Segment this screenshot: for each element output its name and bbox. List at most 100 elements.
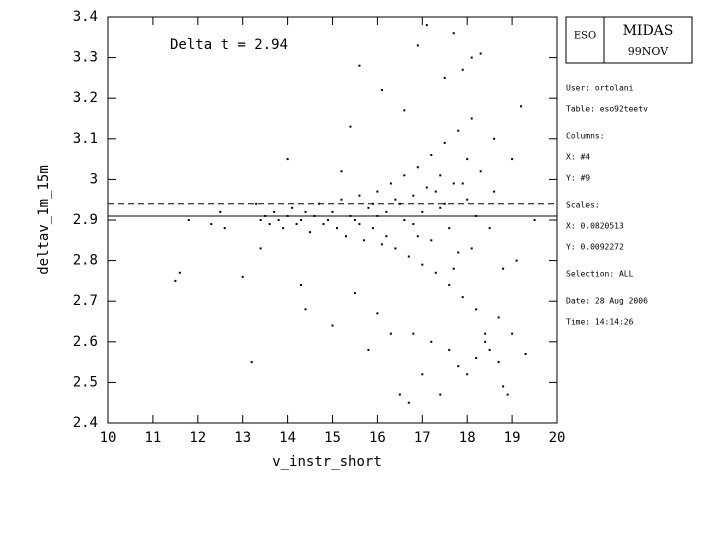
info-line: Scales: [566, 201, 600, 210]
point [466, 198, 469, 201]
point [479, 52, 482, 55]
point [367, 348, 370, 351]
point [452, 267, 455, 270]
point [335, 227, 338, 230]
point [484, 340, 487, 343]
point [457, 365, 460, 368]
point [439, 393, 442, 396]
point [264, 214, 267, 217]
point [470, 56, 473, 59]
point [362, 239, 365, 242]
point [403, 219, 406, 221]
y-tick-label: 3.2 [73, 90, 98, 106]
point [479, 170, 482, 173]
point [488, 348, 491, 351]
point [515, 259, 518, 262]
x-axis-label: v_instr_short [272, 454, 382, 470]
y-tick-label: 2.5 [73, 374, 98, 390]
point [457, 129, 460, 132]
x-tick-label: 13 [234, 430, 251, 446]
point [412, 223, 415, 226]
point [371, 202, 374, 205]
x-tick-label: 16 [369, 430, 386, 446]
point [421, 373, 424, 376]
point [286, 214, 289, 217]
point [255, 202, 258, 205]
point [353, 292, 356, 295]
point [511, 158, 514, 161]
point [439, 174, 442, 177]
point [443, 202, 446, 205]
point [448, 348, 451, 351]
point [322, 223, 325, 226]
point [470, 247, 473, 250]
point [439, 206, 442, 209]
point [430, 340, 433, 343]
point [416, 44, 419, 47]
point [313, 214, 316, 217]
point [358, 64, 361, 67]
point [277, 219, 280, 221]
point [389, 332, 392, 335]
x-tick-label: 12 [189, 430, 206, 446]
point [268, 223, 271, 226]
point [340, 198, 343, 201]
point [434, 271, 437, 274]
system-name: MIDAS [623, 23, 674, 39]
point [331, 210, 334, 213]
point [493, 137, 496, 140]
x-tick-label: 17 [414, 430, 431, 446]
point [358, 194, 361, 197]
point [376, 312, 379, 315]
x-tick-label: 20 [549, 430, 566, 446]
point [300, 219, 303, 221]
point [403, 174, 406, 177]
point [300, 283, 303, 286]
point [466, 158, 469, 161]
point [389, 182, 392, 185]
point [412, 194, 415, 197]
point [385, 235, 388, 238]
point [416, 166, 419, 169]
point [421, 263, 424, 266]
point [511, 332, 514, 335]
point [430, 239, 433, 242]
info-line: Time: 14:14:26 [566, 318, 634, 327]
point [178, 271, 181, 274]
point [502, 267, 505, 270]
point [452, 182, 455, 185]
point [304, 210, 307, 213]
point [425, 186, 428, 189]
x-tick-label: 10 [100, 430, 117, 446]
point [174, 279, 177, 282]
y-tick-label: 3.3 [73, 50, 98, 66]
point [291, 206, 294, 209]
point [327, 219, 330, 221]
point [353, 219, 356, 221]
point [475, 357, 478, 360]
point [457, 251, 460, 254]
y-tick-label: 3.4 [73, 9, 98, 25]
point [344, 235, 347, 238]
point [309, 231, 312, 234]
logo: ESO [574, 31, 596, 42]
point [506, 393, 509, 396]
point [282, 227, 285, 230]
point [340, 170, 343, 173]
point [520, 105, 523, 108]
point [475, 308, 478, 311]
point [286, 158, 289, 161]
point [259, 219, 262, 221]
point [412, 332, 415, 335]
point [403, 109, 406, 112]
point [210, 223, 213, 226]
point [493, 190, 496, 193]
y-tick-label: 2.7 [73, 293, 98, 309]
point [259, 247, 262, 250]
point [219, 210, 222, 213]
point [497, 361, 500, 364]
point [398, 393, 401, 396]
point [461, 182, 464, 185]
point [304, 308, 307, 311]
